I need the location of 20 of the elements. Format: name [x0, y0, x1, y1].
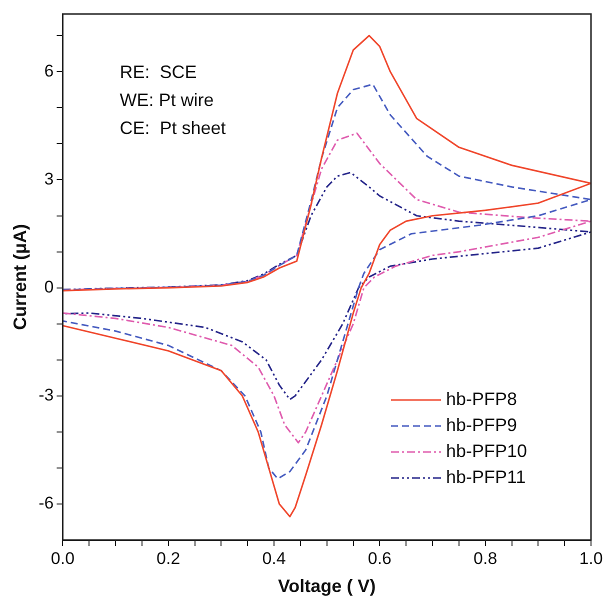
y-tick-label: -6 [38, 494, 54, 513]
annotation: RE: SCE [120, 62, 197, 82]
x-axis-title: Voltage ( V) [278, 576, 376, 596]
y-tick-label: 6 [44, 61, 54, 80]
x-tick-label: 0.0 [50, 548, 75, 568]
y-axis-title: Current (μA) [10, 224, 30, 330]
legend-label: hb-PFP8 [446, 388, 518, 409]
legend-label: hb-PFP11 [446, 466, 526, 487]
y-tick-label: 0 [44, 277, 54, 296]
x-tick-label: 0.4 [262, 548, 286, 568]
annotation: CE: Pt sheet [120, 118, 226, 138]
legend-label: hb-PFP9 [446, 414, 518, 435]
y-tick-label: -3 [38, 386, 54, 405]
x-tick-label: 1.0 [579, 548, 603, 568]
annotation: WE: Pt wire [120, 90, 214, 110]
legend-label: hb-PFP10 [446, 440, 528, 461]
y-tick-label: 3 [44, 169, 54, 188]
x-tick-label: 0.2 [156, 548, 180, 568]
x-tick-label: 0.8 [474, 548, 498, 568]
x-tick-label: 0.6 [368, 548, 392, 568]
